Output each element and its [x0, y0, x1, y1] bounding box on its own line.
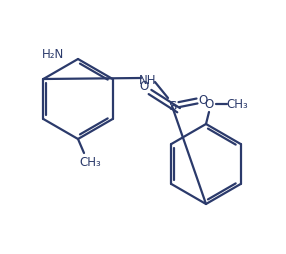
Text: CH₃: CH₃	[226, 98, 248, 110]
Text: CH₃: CH₃	[79, 155, 101, 168]
Text: NH: NH	[139, 73, 157, 87]
Text: S: S	[168, 100, 176, 113]
Text: O: O	[204, 98, 214, 110]
Text: O: O	[139, 80, 149, 92]
Text: O: O	[198, 94, 208, 107]
Text: H₂N: H₂N	[42, 49, 64, 61]
